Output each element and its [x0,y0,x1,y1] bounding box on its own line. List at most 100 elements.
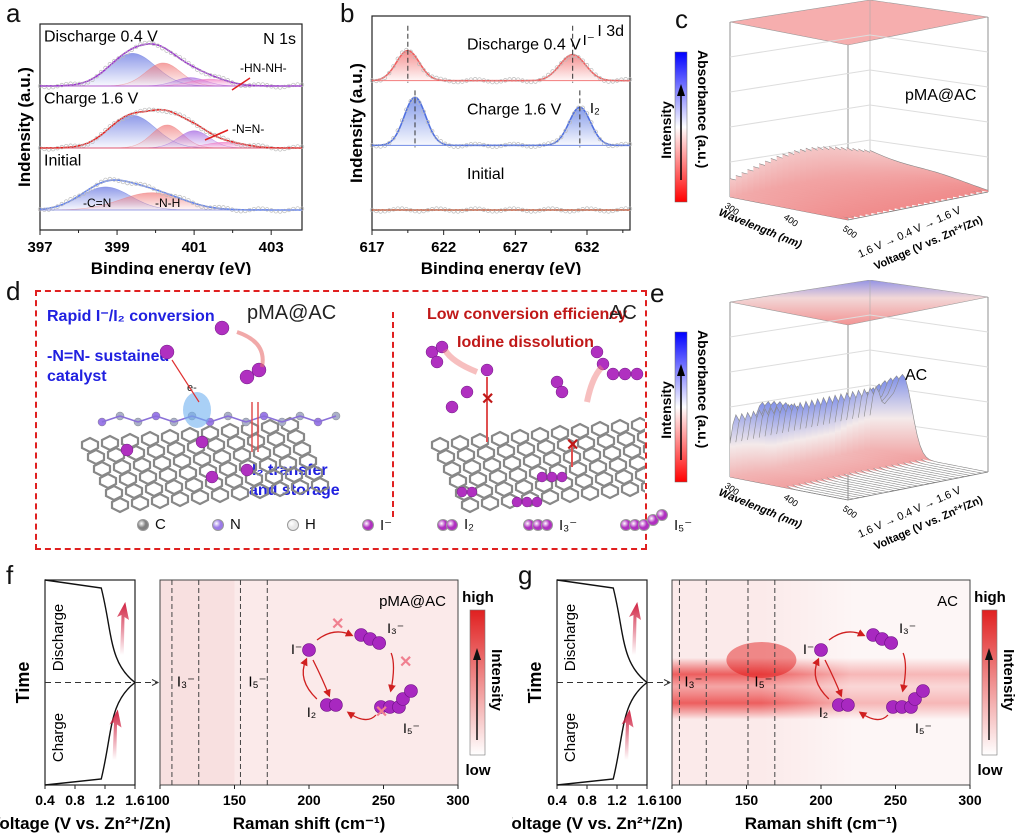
surface-strip [870,150,988,192]
wavelength-tick-label: 500 [841,503,859,520]
cycle-label-i5: I₅⁻ [915,720,932,736]
data-point [387,208,392,213]
data-point [563,128,568,133]
iodine-atom [239,369,255,385]
right-note-dissolution: Iodine dissolution [457,334,594,351]
charge-direction-arrow [621,709,634,760]
x-axis-label: Binding energy (eV) [421,259,582,275]
data-point [610,143,615,149]
data-point [264,83,270,88]
graphene-hexagon [260,418,280,436]
graphene-hexagon [140,430,160,448]
data-point [273,146,278,152]
graphene-hexagon [588,458,608,476]
data-point [387,140,392,146]
data-point [391,207,396,212]
data-point [378,144,383,149]
data-point [147,184,152,189]
triiodide-ball [884,636,898,650]
colorbar-label: Intensity [1000,649,1017,711]
data-point [299,144,305,149]
data-point [186,117,191,122]
data-point [408,99,413,104]
iodine-atom [546,471,558,483]
data-point [221,205,226,210]
legend-item-5: I₃⁻ [523,516,577,534]
iodine-atom [550,375,564,389]
data-point [567,54,572,59]
colorbar-high-label: high [974,589,1006,606]
data-point [133,110,139,115]
annotation-hn-nh: -HN-NH- [240,61,287,75]
atom-symbol-icon [212,518,224,531]
data-point [395,56,400,61]
data-point [382,209,388,214]
data-point [468,206,474,212]
graphene-hexagon [252,444,272,462]
graphene-hexagon [610,418,630,436]
iodine-atom [521,496,533,508]
sample-label: AC [937,593,958,610]
legend-label: I⁻ [380,517,393,534]
data-point [597,136,603,142]
polymer-bond [245,415,265,423]
data-point [399,118,405,123]
voltage-tick-label: 0.8 [577,792,597,808]
data-point [438,206,443,211]
legend-item-2: H [287,516,316,533]
graphene-hexagon [536,438,556,456]
data-point [442,77,448,83]
data-point [627,77,633,82]
panel-g-raman-chart: Discharge Charge Time 0.4 0.8 1.2 1.6 Voltage (… [512,579,1017,833]
data-point [138,42,143,47]
polymer-bond [119,415,139,423]
legend-item-4: I₂ [437,516,474,533]
graphene-hexagon [278,454,298,472]
data-point [299,206,305,211]
graphene-hexagon [124,482,144,500]
data-point [151,186,156,191]
graphene-hexagon [280,416,300,434]
graphene-hexagon [138,468,158,486]
data-point [190,200,195,205]
iodine-atom [531,496,543,508]
graphene-hexagon [266,430,286,448]
graphene-hexagon [614,468,634,486]
data-point [559,134,564,140]
graphene-hexagon [150,492,170,510]
z-axis-label: Absorbance (a.u.) [695,50,711,168]
grid-line [729,314,871,338]
data-point [507,206,512,211]
species-label: I₂ [590,100,600,117]
data-point [208,73,213,78]
data-point [498,79,504,84]
data-point [619,206,624,212]
graphene-hexagon [286,428,306,446]
grid-line [729,384,871,408]
graphene-hexagon [642,444,645,454]
data-point [120,179,126,185]
graphene-hexagon [568,460,588,478]
band-label: I₃⁻ [684,674,702,691]
atom-symbol-icon [620,509,668,531]
graphene-hexagon [158,466,178,484]
data-point [90,186,95,191]
legend-item-1: N [212,516,241,533]
graphene-hexagon [608,456,628,474]
data-point [147,40,152,45]
graphene-hexagon [304,464,324,482]
data-point [120,116,126,122]
data-point [160,109,165,114]
colorbar-arrow-head [677,84,685,96]
data-point [103,127,108,133]
graphene-hexagon [460,496,480,514]
graphene-hexagon [218,460,238,478]
data-point [516,142,521,147]
cycle-label-i2: I₂ [307,704,316,720]
grid-line [869,139,989,158]
data-point [42,146,47,152]
graphene-hexagon [132,456,152,474]
graphene-hexagon [640,481,645,493]
grid-line [869,34,989,53]
data-point [151,41,156,46]
